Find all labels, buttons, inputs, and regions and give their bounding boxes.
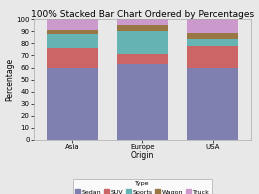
Legend: Sedan, SUV, Sports, Wagon, Truck: Sedan, SUV, Sports, Wagon, Truck: [73, 179, 212, 194]
Bar: [47, 68, 98, 140]
Y-axis label: Percentage: Percentage: [6, 58, 15, 101]
Bar: [47, 34, 98, 48]
Bar: [117, 64, 168, 140]
Bar: [47, 30, 98, 34]
Bar: [187, 19, 238, 33]
X-axis label: Origin: Origin: [131, 151, 154, 160]
Bar: [187, 46, 238, 68]
Title: 100% Stacked Bar Chart Ordered by Percentages: 100% Stacked Bar Chart Ordered by Percen…: [31, 10, 254, 19]
Bar: [117, 19, 168, 25]
Bar: [187, 68, 238, 140]
Bar: [47, 48, 98, 68]
Bar: [187, 33, 238, 39]
Bar: [117, 31, 168, 54]
Bar: [117, 25, 168, 31]
Bar: [187, 39, 238, 46]
Bar: [47, 19, 98, 30]
Bar: [117, 54, 168, 64]
